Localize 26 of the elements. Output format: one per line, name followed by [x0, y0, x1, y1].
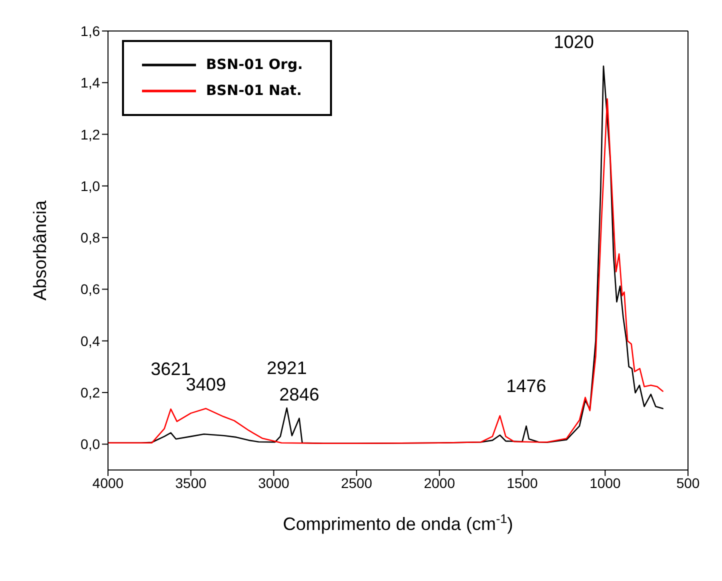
x-tick-label: 4000: [92, 474, 124, 491]
x-tick-label: 1000: [590, 474, 621, 491]
y-axis-title: Absorbância: [30, 199, 50, 301]
x-tick-label: 3500: [175, 474, 207, 491]
annotation: 2921: [266, 358, 307, 378]
y-tick-label: 0,8: [80, 230, 100, 246]
y-tick-label: 1,2: [80, 126, 100, 142]
legend-label: BSN-01 Org.: [206, 57, 303, 73]
annotation: 1476: [506, 376, 546, 396]
x-tick-label: 1500: [506, 474, 538, 491]
x-axis-title: Comprimento de onda (cm$^{-1}$): [282, 512, 514, 534]
x-tick-label: 3000: [258, 474, 290, 491]
y-tick-label: 0,0: [80, 436, 100, 452]
x-tick-label: 500: [676, 474, 700, 491]
y-tick-label: 0,4: [80, 332, 100, 349]
y-tick-label: 0,2: [80, 384, 100, 400]
legend-label: BSN-01 Nat.: [206, 83, 302, 99]
annotation: 2846: [279, 384, 320, 404]
annotation: 1020: [554, 32, 594, 52]
x-tick-label: 2500: [340, 474, 372, 491]
y-tick-label: 1,4: [80, 74, 100, 91]
annotation: 3409: [186, 374, 226, 395]
y-tick-label: 1,0: [80, 178, 100, 194]
y-tick-label: 1,6: [80, 22, 100, 39]
y-tick-label: 0,6: [80, 281, 100, 298]
x-tick-label: 2000: [424, 474, 456, 491]
